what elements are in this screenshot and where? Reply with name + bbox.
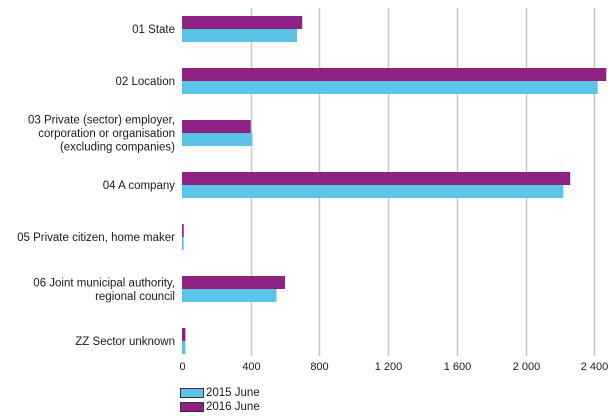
x-tick-label-1200: 1 200	[375, 361, 403, 373]
bar-5-2016-june	[182, 224, 184, 237]
bar-3-2015-june	[182, 133, 253, 146]
category-label-3-line-2: corporation or organisation	[38, 128, 175, 140]
bar-2-2015-june	[182, 81, 598, 94]
x-tick-label-2400: 2 400	[581, 361, 608, 373]
category-label-3-line-1: 03 Private (sector) employer,	[28, 115, 175, 127]
legend-label-2016: 2016 June	[206, 401, 260, 413]
x-tick-label-800: 800	[310, 361, 328, 373]
bar-4-2015-june	[182, 185, 564, 198]
legend-swatch-2016	[180, 402, 204, 412]
legend-item-2016: 2016 June	[180, 400, 260, 414]
bar-3-2016-june	[182, 120, 251, 133]
bar-4-2016-june	[182, 172, 571, 185]
bar-2-2016-june	[182, 68, 607, 81]
bar-1-2015-june	[182, 29, 298, 42]
legend-label-2015: 2015 June	[206, 387, 260, 399]
legend-swatch-2015	[180, 388, 204, 398]
bar-7-2016-june	[182, 328, 186, 341]
category-label-5: 05 Private citizen, home maker	[17, 232, 175, 244]
bar-5-2015-june	[182, 237, 184, 250]
legend: 2015 June 2016 June	[180, 386, 260, 414]
bar-6-2015-june	[182, 289, 277, 302]
category-label-1: 01 State	[132, 24, 175, 36]
x-tick-label-1600: 1 600	[444, 361, 472, 373]
category-label-6-line-2: regional council	[95, 291, 175, 303]
category-label-4: 04 A company	[103, 180, 175, 192]
category-label-6-line-1: 06 Joint municipal authority,	[33, 277, 175, 289]
category-label-3-line-3: (excluding companies)	[60, 142, 175, 154]
x-tick-label-0: 0	[179, 361, 185, 373]
x-tick-label-400: 400	[242, 361, 260, 373]
category-label-7: ZZ Sector unknown	[75, 336, 175, 348]
x-tick-label-2000: 2 000	[513, 361, 541, 373]
category-label-2: 02 Location	[116, 76, 175, 88]
legend-item-2015: 2015 June	[180, 386, 260, 400]
bar-1-2016-june	[182, 16, 303, 29]
bar-7-2015-june	[182, 341, 186, 354]
bar-6-2016-june	[182, 276, 286, 289]
